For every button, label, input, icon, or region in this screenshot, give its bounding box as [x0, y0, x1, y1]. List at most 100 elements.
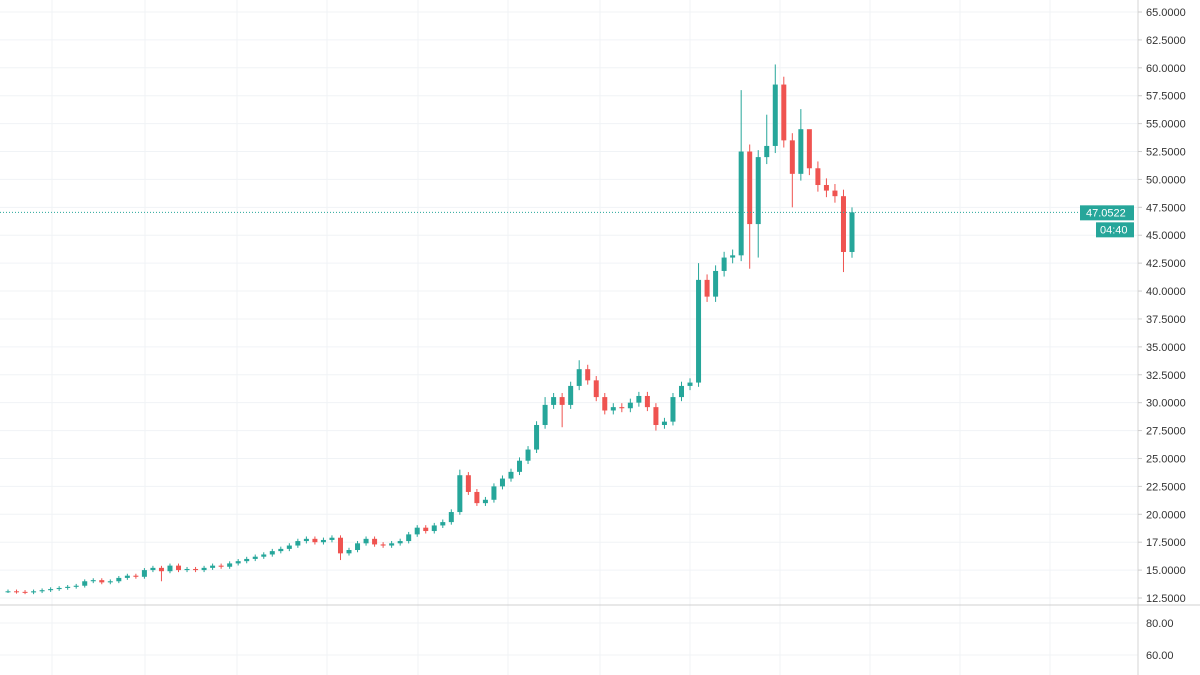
candle-body — [525, 449, 531, 461]
candle-body — [218, 565, 224, 567]
candle-body — [670, 397, 676, 422]
candle-body — [82, 581, 88, 586]
candle-body — [261, 554, 267, 557]
candle-body — [141, 570, 147, 577]
candle-body — [755, 157, 761, 225]
candle-body — [517, 460, 523, 472]
candle-body — [235, 561, 241, 564]
y-tick-label: 55.0000 — [1146, 119, 1186, 131]
y-tick-label: 47.5000 — [1146, 202, 1186, 214]
candle-body — [48, 589, 54, 591]
candle-body — [22, 591, 28, 593]
y-tick-label: 37.5000 — [1146, 314, 1186, 326]
candle-body — [610, 407, 616, 411]
y-tick-label: 27.5000 — [1146, 426, 1186, 438]
indicator-tick-label: 80.00 — [1146, 618, 1174, 630]
candle-body — [602, 397, 608, 411]
candle-body — [193, 568, 199, 571]
y-tick-label: 45.0000 — [1146, 230, 1186, 242]
candle-body — [244, 558, 250, 562]
y-tick-label: 57.5000 — [1146, 91, 1186, 103]
candle-body — [90, 580, 96, 582]
candle-body — [150, 567, 156, 571]
candle-body — [542, 404, 548, 425]
countdown-text: 04:40 — [1100, 224, 1128, 236]
candle-body — [568, 385, 574, 405]
candle-body — [14, 591, 20, 593]
candle-body — [184, 568, 190, 571]
candle-body — [303, 538, 309, 542]
candle-body — [585, 369, 591, 381]
candle-body — [31, 591, 37, 593]
candle-body — [363, 538, 369, 544]
candle-body — [849, 212, 855, 252]
indicator-axis: 80.00 60.00 — [1146, 618, 1174, 662]
candle-body — [337, 537, 343, 554]
candle-body — [295, 541, 301, 546]
candle-body — [201, 567, 207, 571]
candle-body — [678, 385, 684, 398]
candle-body — [65, 586, 71, 588]
candle-body — [167, 565, 173, 572]
candle-body — [713, 270, 719, 297]
candle-body — [465, 475, 471, 492]
candle-body — [593, 380, 599, 398]
candle-body — [39, 590, 45, 592]
price-axis[interactable]: 65.0000 62.5000 60.0000 57.5000 55.0000 52.50… — [1138, 7, 1186, 605]
candle-body — [636, 395, 642, 403]
candle-body — [721, 257, 727, 271]
y-tick-label: 25.0000 — [1146, 453, 1186, 465]
candle-body — [491, 486, 497, 500]
candle-body — [559, 397, 565, 405]
candle-body — [772, 84, 778, 146]
candle-body — [431, 525, 437, 532]
candle-body — [227, 563, 233, 567]
candle-body — [764, 145, 770, 158]
candle-body — [329, 537, 335, 540]
countdown-label — [1096, 222, 1134, 238]
candle-body — [499, 478, 505, 487]
candle-body — [730, 255, 736, 258]
y-tick-label: 52.5000 — [1146, 147, 1186, 159]
candle-body — [440, 522, 446, 526]
candle-body — [619, 407, 625, 409]
candle-body — [823, 185, 829, 191]
y-tick-label: 22.5000 — [1146, 481, 1186, 493]
last-price-label — [1080, 205, 1134, 221]
candle-body — [789, 140, 795, 174]
candle-body — [696, 279, 702, 383]
y-tick-label: 30.0000 — [1146, 398, 1186, 410]
y-tick-label: 62.5000 — [1146, 35, 1186, 47]
candle-body — [269, 551, 275, 555]
candle-body — [133, 575, 139, 577]
y-tick-label: 35.0000 — [1146, 342, 1186, 354]
y-tick-label: 20.0000 — [1146, 509, 1186, 521]
candle-body — [73, 585, 79, 587]
candle-body — [815, 168, 821, 186]
candle-body — [414, 527, 420, 535]
candle-body — [798, 129, 804, 174]
candle-body — [704, 279, 710, 297]
candle-body — [406, 534, 412, 542]
candle-body — [576, 369, 582, 386]
y-tick-label: 40.0000 — [1146, 286, 1186, 298]
candle-body — [158, 567, 164, 572]
candle-body — [840, 196, 846, 252]
candle-body — [99, 580, 105, 583]
candle-body — [278, 548, 284, 552]
candle-body — [320, 539, 326, 543]
candle-body — [806, 129, 812, 169]
y-tick-label: 60.0000 — [1146, 63, 1186, 75]
candle-body — [423, 527, 429, 532]
candle-body — [747, 151, 753, 225]
candle-body — [252, 556, 258, 559]
last-price-text: 47.0522 — [1086, 207, 1126, 219]
candles — [5, 64, 855, 595]
candle-body — [210, 565, 216, 568]
candle-body — [644, 395, 650, 408]
y-tick-label: 32.5000 — [1146, 370, 1186, 382]
y-tick-label: 12.5000 — [1146, 593, 1186, 605]
candle-body — [355, 543, 361, 551]
candle-body — [107, 581, 113, 583]
